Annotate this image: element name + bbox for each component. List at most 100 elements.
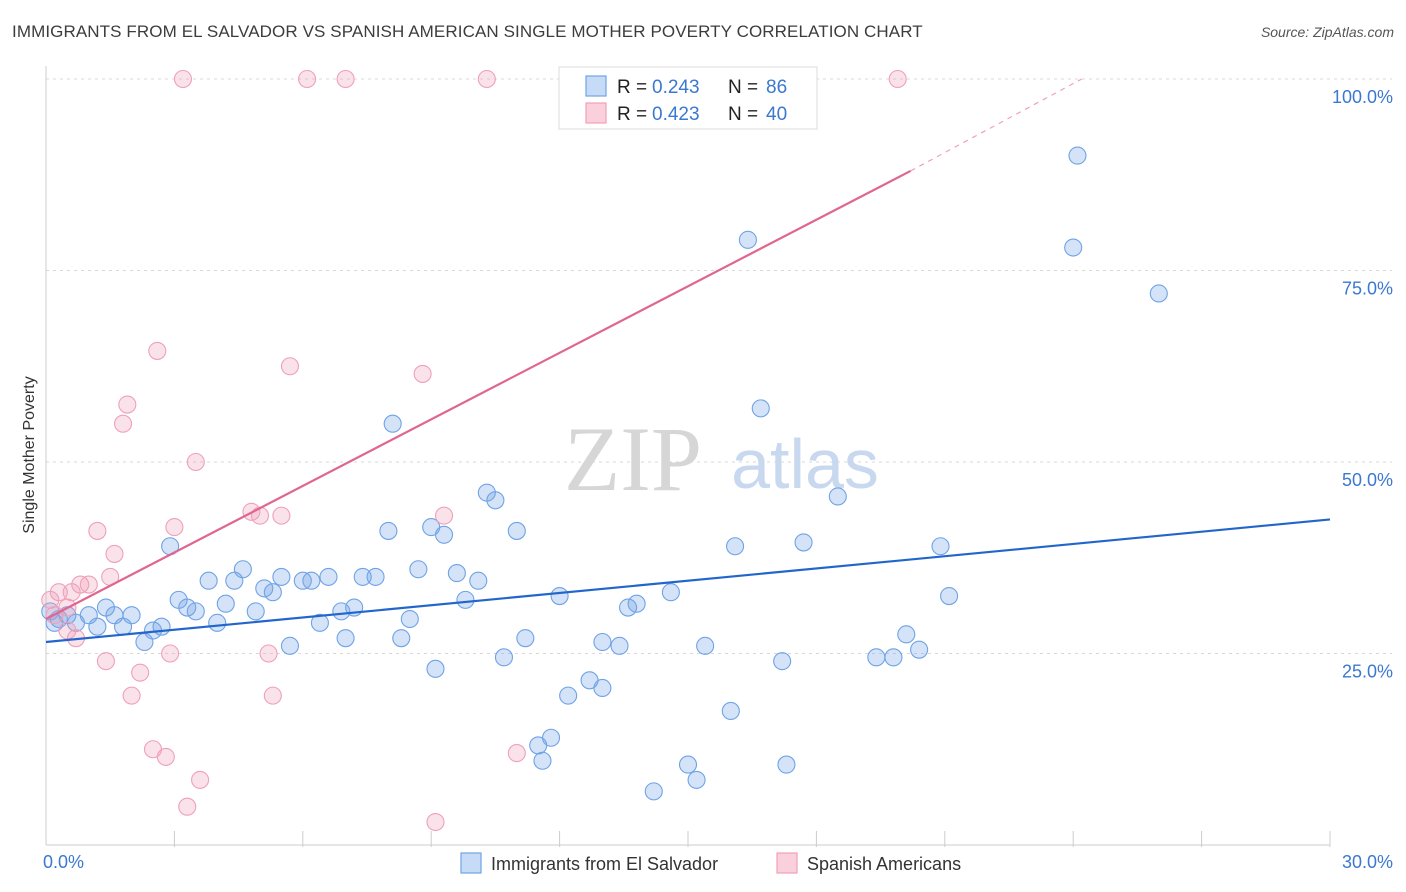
- point-blue-39: [392, 629, 411, 648]
- point-blue-84: [1068, 146, 1087, 165]
- point-pink-20: [173, 69, 193, 89]
- point-blue-60: [593, 678, 612, 698]
- point-blue-50: [494, 648, 514, 667]
- axes: 25.0% 50.0% 75.0% 100.0% 0.0% 30.0%: [43, 66, 1393, 872]
- point-blue-20: [216, 594, 235, 613]
- point-blue-63: [627, 594, 646, 613]
- point-pink-37: [888, 69, 907, 89]
- legend-r-label-1: R =: [617, 77, 647, 98]
- x-tick-label-min: 0.0%: [43, 852, 84, 872]
- trend-lines: [45, 78, 1331, 644]
- point-pink-6: [79, 575, 98, 594]
- point-blue-17: [186, 602, 205, 621]
- point-blue-76: [828, 487, 847, 506]
- point-pink-14: [131, 663, 150, 682]
- point-pink-39: [58, 621, 77, 640]
- x-tick-label-max: 30.0%: [1342, 852, 1393, 872]
- chart-title: IMMIGRANTS FROM EL SALVADOR VS SPANISH A…: [12, 22, 923, 41]
- point-blue-81: [931, 537, 950, 556]
- point-pink-33: [426, 812, 445, 832]
- legend-n-value-2: 40: [766, 104, 787, 125]
- point-blue-18: [199, 571, 218, 590]
- point-blue-45: [447, 564, 466, 583]
- point-blue-80: [910, 640, 929, 659]
- data-points: [41, 69, 1168, 832]
- watermark-zip: ZIP: [564, 408, 702, 510]
- point-pink-36: [507, 744, 526, 763]
- point-blue-69: [721, 701, 740, 721]
- point-blue-35: [353, 567, 372, 586]
- point-blue-40: [400, 609, 419, 629]
- legend-n-label-2: N =: [728, 104, 758, 125]
- point-pink-23: [191, 770, 210, 789]
- point-blue-43: [426, 659, 445, 678]
- point-blue-67: [687, 770, 706, 789]
- trend-line-pink: [45, 169, 912, 621]
- point-blue-65: [661, 583, 680, 602]
- point-blue-24: [255, 579, 274, 598]
- point-blue-70: [726, 537, 745, 556]
- point-blue-31: [319, 567, 338, 586]
- legend-r-value-2: 0.423: [652, 104, 700, 125]
- point-blue-6: [88, 617, 107, 636]
- point-blue-79: [897, 625, 916, 644]
- y-tick-label-50: 50.0%: [1342, 470, 1393, 490]
- point-blue-41: [409, 560, 428, 579]
- point-pink-34: [434, 506, 454, 525]
- point-blue-64: [644, 782, 663, 801]
- point-blue-74: [777, 755, 796, 774]
- point-pink-29: [280, 357, 300, 376]
- point-pink-22: [186, 452, 205, 472]
- point-blue-57: [559, 686, 578, 705]
- point-blue-54: [533, 751, 552, 770]
- point-pink-18: [161, 644, 180, 663]
- point-blue-82: [940, 586, 959, 606]
- point-blue-49: [486, 491, 505, 510]
- trend-line-blue: [45, 518, 1331, 644]
- point-blue-19: [208, 613, 227, 632]
- point-blue-46: [456, 590, 475, 609]
- point-blue-59: [593, 632, 612, 652]
- point-pink-25: [250, 506, 270, 525]
- point-pink-21: [178, 797, 197, 816]
- bottom-legend-swatch-pink: [776, 852, 798, 874]
- point-blue-62: [619, 598, 638, 617]
- point-pink-17: [156, 747, 175, 766]
- legend-r-value-1: 0.243: [652, 77, 700, 98]
- point-pink-28: [272, 506, 291, 525]
- watermark-atlas: atlas: [731, 425, 879, 503]
- y-tick-label-75: 75.0%: [1342, 279, 1393, 299]
- point-blue-36: [366, 567, 385, 586]
- point-pink-8: [96, 652, 115, 671]
- point-pink-19: [165, 518, 184, 537]
- point-blue-78: [884, 648, 903, 667]
- point-pink-31: [336, 69, 355, 89]
- point-blue-66: [678, 755, 698, 774]
- trend-line-pink-extension: [910, 78, 1083, 172]
- point-pink-30: [298, 69, 317, 89]
- legend-r-label-2: R =: [617, 104, 647, 125]
- point-pink-12: [118, 395, 137, 414]
- point-pink-16: [148, 341, 167, 360]
- series-legend: Immigrants from El Salvador Spanish Amer…: [460, 852, 961, 874]
- point-blue-56: [550, 586, 569, 606]
- point-blue-33: [336, 629, 355, 648]
- y-tick-label-100: 100.0%: [1332, 87, 1393, 107]
- point-blue-44: [434, 525, 454, 544]
- legend-swatch-pink: [585, 102, 607, 124]
- point-pink-32: [413, 364, 432, 383]
- point-blue-10: [122, 606, 141, 625]
- chart-source: Source: ZipAtlas.com: [1260, 24, 1394, 40]
- y-axis-label: Single Mother Poverty: [21, 376, 38, 533]
- point-blue-29: [302, 571, 321, 590]
- point-pink-11: [113, 414, 133, 433]
- point-blue-61: [610, 636, 629, 655]
- point-blue-68: [696, 636, 715, 655]
- point-blue-23: [246, 602, 265, 621]
- point-blue-37: [379, 521, 398, 540]
- point-pink-1: [49, 583, 68, 602]
- point-pink-35: [477, 69, 496, 89]
- point-blue-85: [1149, 284, 1168, 303]
- point-blue-83: [1064, 238, 1083, 257]
